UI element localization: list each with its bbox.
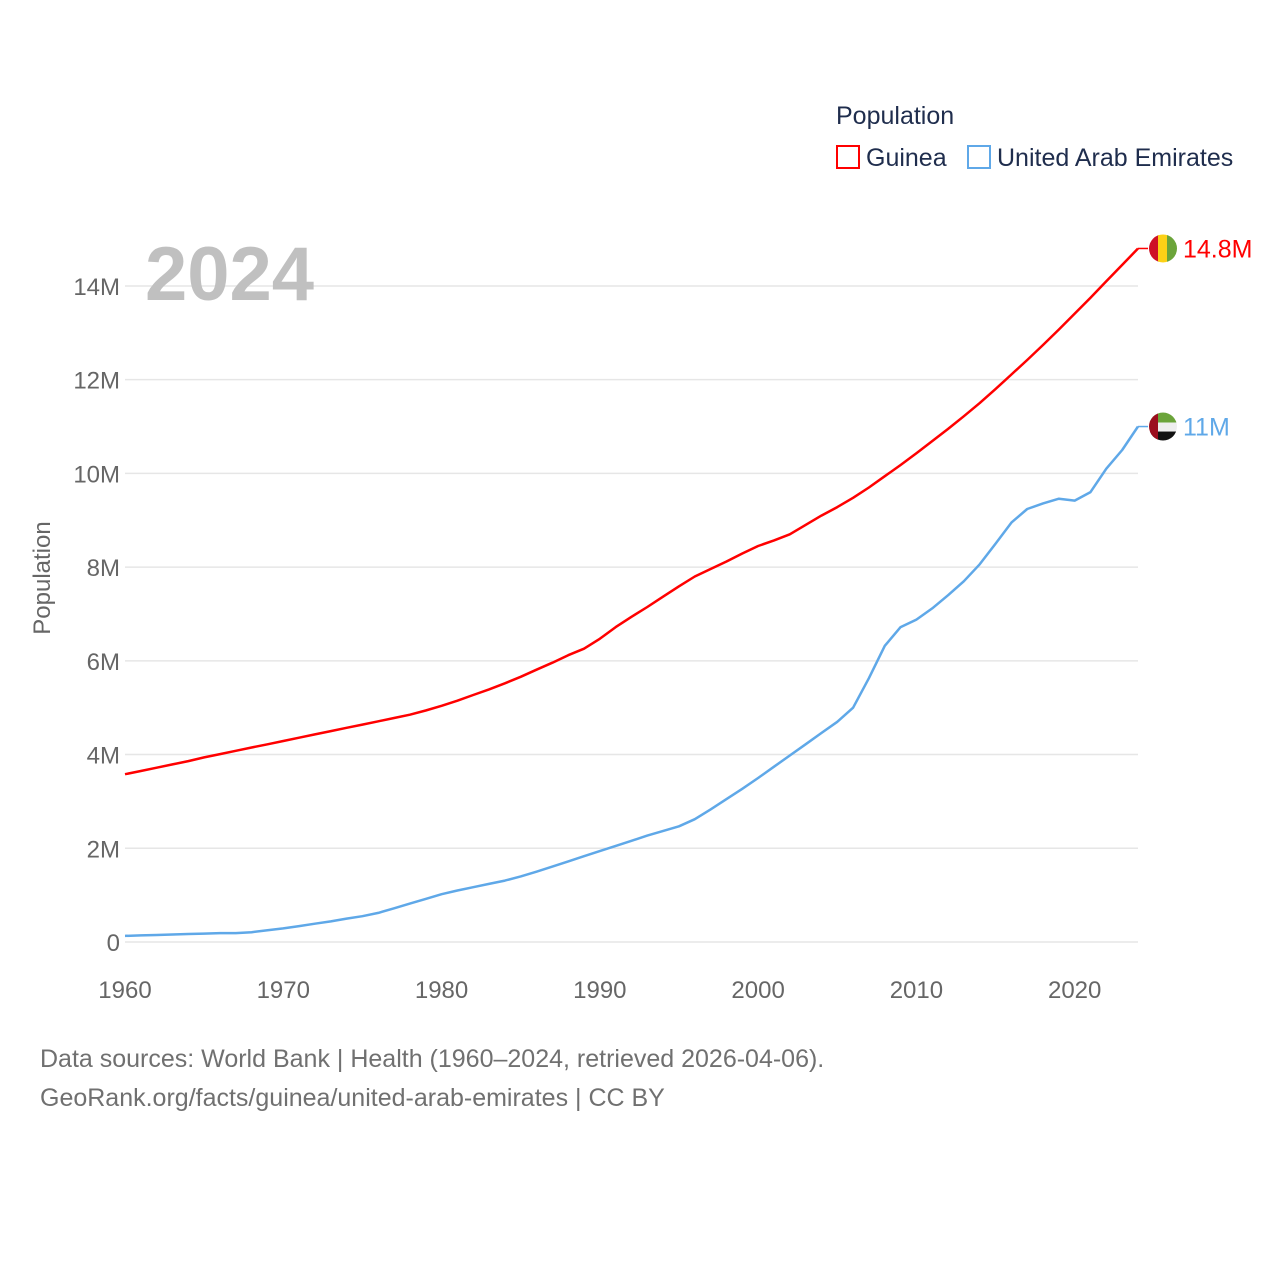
legend-item-guinea[interactable]: Guinea (836, 144, 947, 172)
x-tick-label: 2000 (731, 977, 784, 1004)
y-axis-label: Population (29, 521, 56, 634)
legend-swatch-guinea (836, 145, 860, 169)
series-line-uae (124, 425, 1140, 938)
legend-title: Population (836, 102, 954, 130)
y-tick-label: 14M (73, 274, 120, 301)
gridlines (125, 285, 1138, 943)
x-tick-label: 1990 (573, 977, 626, 1004)
y-tick-label: 6M (87, 649, 120, 676)
y-tick-label: 2M (87, 836, 120, 863)
year-overlay: 2024 (145, 232, 314, 317)
x-tick-label: 1970 (257, 977, 310, 1004)
y-tick-label: 0 (107, 930, 120, 957)
end-value-label: 14.8M (1183, 235, 1252, 263)
guinea-flag-icon (1149, 234, 1177, 263)
legend-item-uae[interactable]: United Arab Emirates (967, 144, 1233, 172)
legend-swatch-uae (967, 145, 991, 169)
uae-flag-icon (1149, 412, 1177, 441)
y-tick-label: 12M (73, 368, 120, 395)
legend-label-uae: United Arab Emirates (997, 144, 1233, 172)
flag-stripe-red (1149, 234, 1159, 263)
x-tick-label: 1960 (98, 977, 151, 1004)
footer-sources: Data sources: World Bank | Health (1960–… (40, 1045, 825, 1073)
flag-body (1149, 234, 1177, 263)
end-value-label: 11M (1183, 414, 1230, 442)
y-tick-label: 10M (73, 461, 120, 488)
x-axis-ticks: 1960 1970 1980 1990 2000 2010 2020 (98, 977, 1101, 1004)
flag-stripe-green (1149, 412, 1177, 423)
y-axis-ticks: 0 2M 4M 6M 8M 10M 12M 14M (73, 274, 120, 957)
x-tick-label: 2020 (1048, 977, 1101, 1004)
y-tick-label: 8M (87, 555, 120, 582)
x-tick-label: 1980 (415, 977, 468, 1004)
legend-label-guinea: Guinea (866, 144, 947, 172)
x-tick-label: 2010 (890, 977, 943, 1004)
legend: Population Guinea United Arab Emirates (836, 102, 1233, 172)
flag-stripe-yellow (1158, 234, 1168, 263)
series-lines (124, 247, 1140, 938)
end-labels: 14.8M 11M (1138, 234, 1252, 442)
flag-stripe-black (1149, 431, 1177, 441)
flag-stripe-red (1149, 412, 1158, 441)
series-line-guinea (124, 247, 1139, 776)
y-tick-label: 4M (87, 743, 120, 770)
flag-stripe-white (1149, 422, 1177, 432)
footer-attribution[interactable]: GeoRank.org/facts/guinea/united-arab-emi… (40, 1084, 665, 1112)
flag-body (1149, 412, 1177, 441)
flag-stripe-green (1167, 234, 1177, 263)
